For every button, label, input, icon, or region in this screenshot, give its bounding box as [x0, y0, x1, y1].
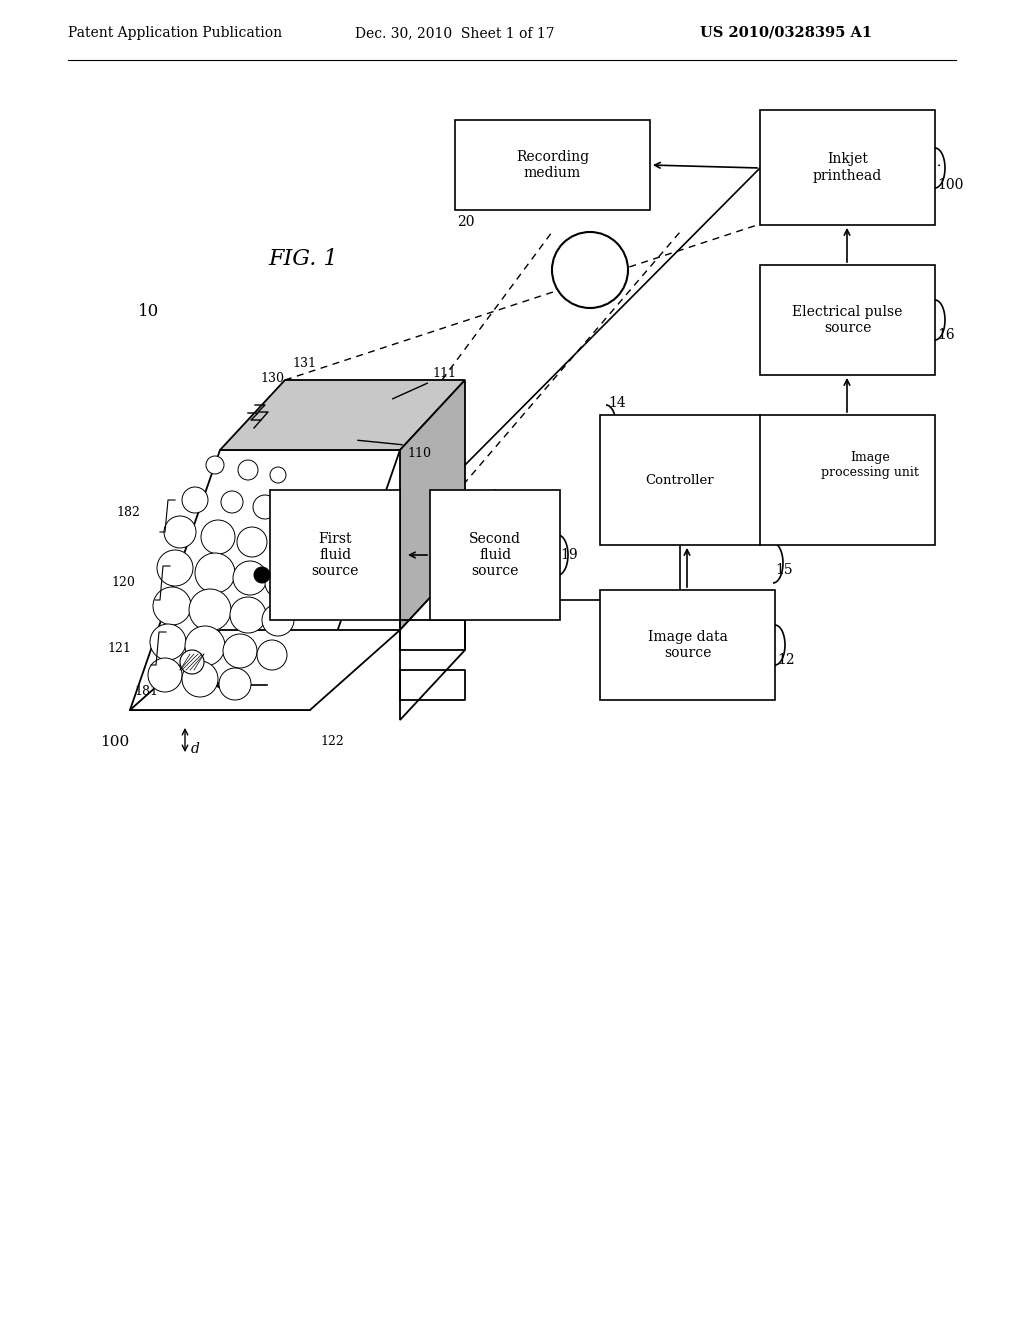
- Circle shape: [150, 624, 186, 660]
- Text: FIG. 1: FIG. 1: [268, 248, 338, 271]
- Circle shape: [238, 459, 258, 480]
- Circle shape: [164, 516, 196, 548]
- Circle shape: [201, 520, 234, 554]
- Text: 121: 121: [108, 642, 131, 655]
- Text: 18: 18: [272, 624, 290, 639]
- Circle shape: [182, 661, 218, 697]
- Polygon shape: [220, 380, 465, 450]
- Circle shape: [195, 553, 234, 593]
- Polygon shape: [400, 380, 465, 630]
- Text: Electrical pulse
source: Electrical pulse source: [793, 305, 903, 335]
- Circle shape: [185, 626, 225, 667]
- Circle shape: [223, 634, 257, 668]
- Polygon shape: [130, 450, 400, 710]
- Text: 10: 10: [138, 304, 160, 319]
- Bar: [270, 490, 400, 620]
- Text: 110: 110: [407, 447, 431, 459]
- Text: 14: 14: [608, 396, 626, 411]
- Text: 100: 100: [937, 178, 964, 191]
- Circle shape: [153, 587, 191, 624]
- Circle shape: [284, 503, 302, 521]
- Circle shape: [233, 561, 267, 595]
- Text: First
fluid
source: First fluid source: [311, 532, 358, 578]
- Text: 19: 19: [432, 624, 450, 639]
- Text: 19: 19: [560, 548, 578, 562]
- Bar: [760, 110, 935, 224]
- Bar: [760, 265, 935, 375]
- Text: 122: 122: [319, 735, 344, 748]
- Polygon shape: [130, 630, 400, 710]
- Text: 18: 18: [400, 548, 418, 562]
- Circle shape: [180, 649, 204, 675]
- Bar: [455, 120, 650, 210]
- Text: 15: 15: [775, 564, 793, 577]
- Circle shape: [257, 640, 287, 671]
- Text: 130: 130: [260, 372, 284, 385]
- Circle shape: [182, 487, 208, 513]
- Circle shape: [148, 657, 182, 692]
- Circle shape: [265, 568, 295, 598]
- Text: 132: 132: [465, 494, 488, 507]
- Text: d: d: [190, 742, 200, 756]
- Text: Controller: Controller: [646, 474, 715, 487]
- Text: Second
fluid
source: Second fluid source: [469, 532, 521, 578]
- Circle shape: [254, 568, 270, 583]
- Circle shape: [270, 535, 296, 560]
- Circle shape: [552, 232, 628, 308]
- Text: US 2010/0328395 A1: US 2010/0328395 A1: [700, 26, 872, 40]
- Bar: [600, 414, 935, 545]
- Text: 182: 182: [116, 506, 140, 519]
- Text: 100: 100: [100, 735, 129, 748]
- Text: 181: 181: [134, 685, 158, 698]
- Text: Dec. 30, 2010  Sheet 1 of 17: Dec. 30, 2010 Sheet 1 of 17: [355, 26, 555, 40]
- Polygon shape: [400, 560, 465, 719]
- Text: Recording
medium: Recording medium: [516, 150, 589, 180]
- Circle shape: [298, 543, 318, 562]
- Circle shape: [206, 455, 224, 474]
- Circle shape: [237, 527, 267, 557]
- Circle shape: [189, 589, 231, 631]
- Text: 12: 12: [777, 653, 795, 667]
- Circle shape: [230, 597, 266, 634]
- Text: Inkjet
printhead: Inkjet printhead: [813, 152, 882, 182]
- Text: Patent Application Publication: Patent Application Publication: [68, 26, 283, 40]
- Bar: [600, 590, 775, 700]
- Bar: [430, 490, 560, 620]
- Circle shape: [270, 467, 286, 483]
- Circle shape: [157, 550, 193, 586]
- Text: 16: 16: [937, 327, 954, 342]
- Text: Image
processing unit: Image processing unit: [821, 451, 919, 479]
- Text: 111: 111: [432, 367, 456, 380]
- Circle shape: [221, 491, 243, 513]
- Circle shape: [253, 495, 278, 519]
- Text: 120: 120: [112, 577, 135, 590]
- Circle shape: [262, 605, 294, 636]
- Text: Image data
source: Image data source: [647, 630, 727, 660]
- Text: 20: 20: [457, 215, 474, 228]
- Circle shape: [219, 668, 251, 700]
- Text: 131: 131: [292, 356, 316, 370]
